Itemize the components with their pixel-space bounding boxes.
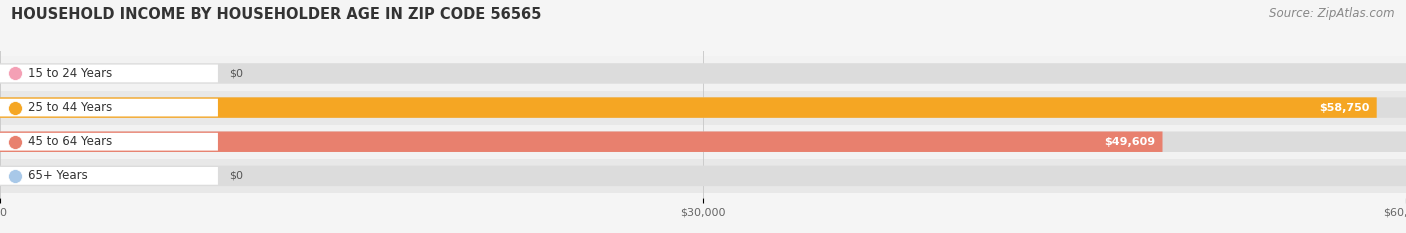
Text: Source: ZipAtlas.com: Source: ZipAtlas.com — [1270, 7, 1395, 20]
Text: 25 to 44 Years: 25 to 44 Years — [28, 101, 112, 114]
Text: 65+ Years: 65+ Years — [28, 169, 89, 182]
Bar — [0, 159, 1406, 193]
Bar — [0, 90, 1406, 125]
FancyBboxPatch shape — [0, 99, 218, 116]
FancyBboxPatch shape — [0, 97, 1376, 118]
Bar — [0, 125, 1406, 159]
Text: $58,750: $58,750 — [1319, 103, 1369, 113]
FancyBboxPatch shape — [0, 133, 218, 151]
FancyBboxPatch shape — [0, 131, 1163, 152]
FancyBboxPatch shape — [0, 97, 1406, 118]
FancyBboxPatch shape — [0, 166, 1406, 186]
Text: $0: $0 — [229, 171, 243, 181]
FancyBboxPatch shape — [0, 65, 218, 82]
FancyBboxPatch shape — [0, 131, 1406, 152]
FancyBboxPatch shape — [0, 63, 1406, 84]
Text: 15 to 24 Years: 15 to 24 Years — [28, 67, 112, 80]
Text: $49,609: $49,609 — [1104, 137, 1156, 147]
Text: $0: $0 — [229, 69, 243, 79]
FancyBboxPatch shape — [0, 167, 218, 185]
Text: HOUSEHOLD INCOME BY HOUSEHOLDER AGE IN ZIP CODE 56565: HOUSEHOLD INCOME BY HOUSEHOLDER AGE IN Z… — [11, 7, 541, 22]
Bar — [0, 56, 1406, 90]
Text: 45 to 64 Years: 45 to 64 Years — [28, 135, 112, 148]
